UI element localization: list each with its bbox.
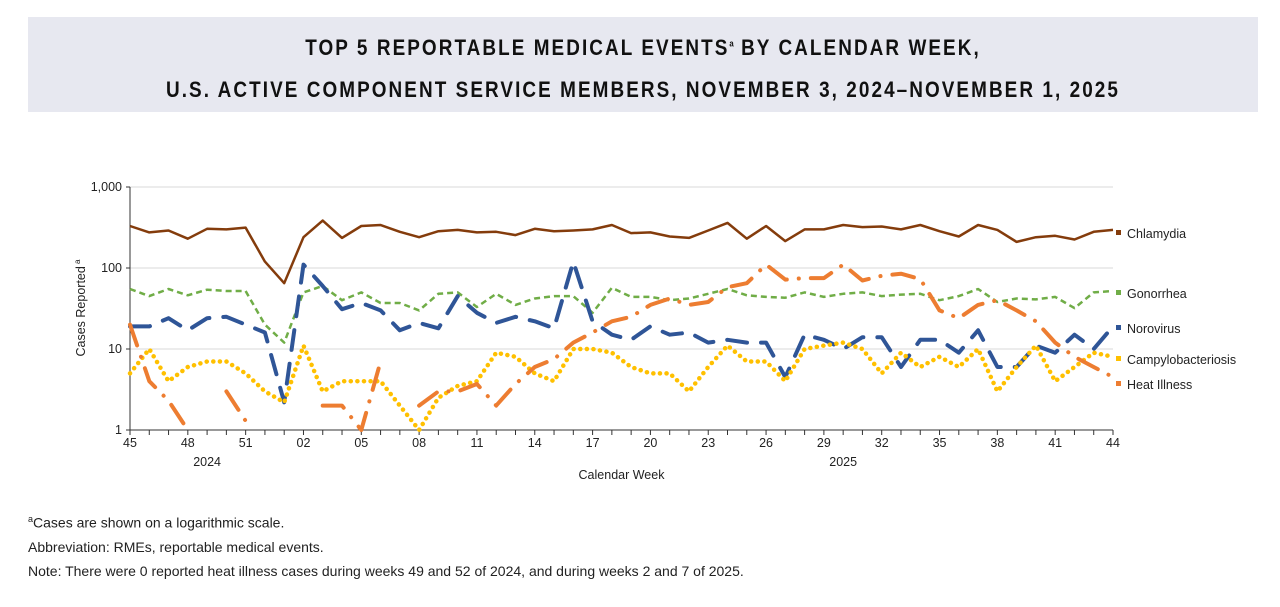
footnote-abbreviation: Abbreviation: RMEs, reportable medical e… [28,539,324,555]
y-tick-label: 100 [101,261,122,275]
x-tick-label: 48 [181,436,195,450]
x-tick-label: 29 [817,436,831,450]
legend-label: Norovirus [1127,322,1181,336]
x-tick-label: 51 [239,436,253,450]
legend-marker [1116,230,1121,235]
legend-label: Heat Illness [1127,378,1192,392]
x-tick-label: 17 [586,436,600,450]
legend-marker [1116,290,1121,295]
legend-label: Chlamydia [1127,227,1186,241]
series-line-gonorrhea [129,284,1114,344]
title-banner: TOP 5 REPORTABLE MEDICAL EVENTSa BY CALE… [28,17,1258,112]
x-tick-label: 20 [643,436,657,450]
y-tick-label: 1 [115,423,122,437]
series-line-campylobacteriosis [127,340,1116,433]
series-line-norovirus [128,259,1115,405]
legend-marker [1116,325,1121,330]
x-tick-label: 45 [123,436,137,450]
x-axis-title: Calendar Week [579,468,666,482]
chart-title-line2: U.S. ACTIVE COMPONENT SERVICE MEMBERS, N… [166,77,1120,102]
year-label: 2025 [829,455,857,469]
x-tick-label: 11 [470,436,483,450]
year-label: 2024 [193,455,221,469]
x-tick-label: 41 [1048,436,1062,450]
y-tick-label: 1,000 [91,180,122,194]
x-tick-label: 08 [412,436,426,450]
y-tick-label: 10 [108,342,122,356]
legend-label: Gonorrhea [1127,287,1187,301]
x-tick-label: 02 [297,436,311,450]
x-tick-label: 26 [759,436,773,450]
x-tick-label: 38 [990,436,1004,450]
series-line-chlamydia [129,219,1114,285]
legend-marker [1116,356,1121,361]
chart-title-line1: TOP 5 REPORTABLE MEDICAL EVENTSa BY CALE… [305,35,981,60]
footnote-note: Note: There were 0 reported heat illness… [28,563,744,579]
x-tick-label: 35 [933,436,947,450]
footnote-a: aCases are shown on a logarithmic scale. [28,514,285,531]
x-tick-label: 23 [701,436,715,450]
x-tick-label: 44 [1106,436,1120,450]
x-tick-label: 14 [528,436,542,450]
y-axis-title: Cases Reported a [73,259,88,357]
x-tick-label: 32 [875,436,889,450]
series-line-heat-illness [128,262,1115,432]
x-tick-label: 05 [354,436,368,450]
legend-label: Campylobacteriosis [1127,353,1236,367]
legend-marker [1116,381,1121,386]
